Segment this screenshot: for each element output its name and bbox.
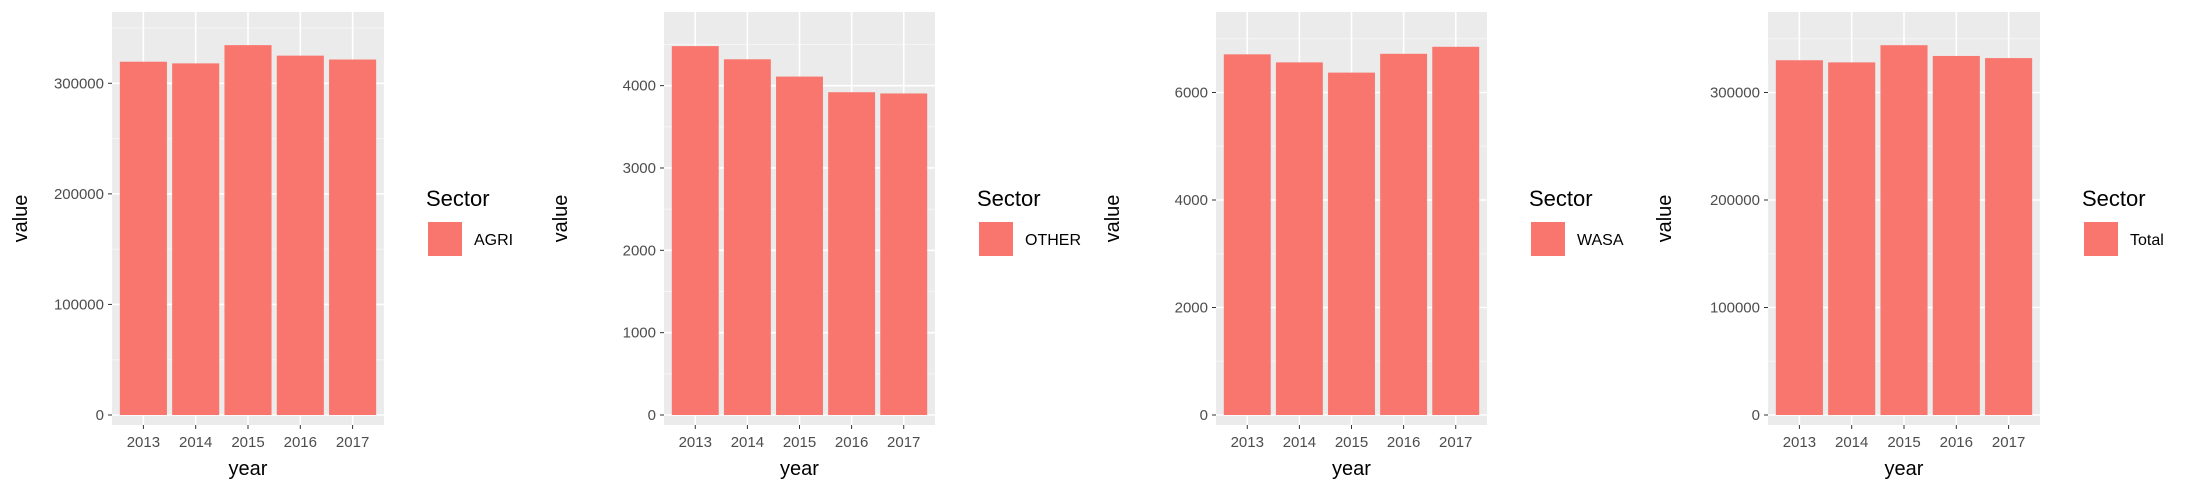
y-tick-label: 6000	[1175, 85, 1208, 102]
x-tick-label: 2013	[679, 434, 712, 451]
y-tick-label: 1000	[623, 325, 656, 342]
bar-2017	[1985, 58, 2033, 415]
bar-2014	[1275, 62, 1323, 416]
x-tick-label: 2015	[783, 434, 816, 451]
y-tick-label: 0	[96, 407, 104, 424]
x-tick-label: 2016	[284, 434, 317, 451]
y-axis-title: value	[1102, 195, 1124, 243]
legend-label: OTHER	[1025, 232, 1081, 249]
bar-2017	[1432, 46, 1480, 415]
legend-title: Sector	[426, 186, 490, 211]
bar-2016	[276, 55, 324, 416]
x-axis-title: year	[780, 458, 819, 480]
bar-2014	[723, 59, 771, 415]
chart-panel-1: 0 100000 200000 300000 2013 2014 2015 2016 2017 y…	[10, 12, 513, 480]
x-tick-label: 2015	[1335, 434, 1368, 451]
y-tick-label: 4000	[1175, 192, 1208, 209]
x-tick-label: 2014	[179, 434, 212, 451]
x-tick-label: 2013	[1231, 434, 1264, 451]
legend-title: Sector	[1529, 186, 1593, 211]
y-tick-label: 200000	[54, 186, 104, 203]
x-tick-label: 2015	[231, 434, 264, 451]
legend-title: Sector	[977, 186, 1041, 211]
y-tick-label: 200000	[1710, 192, 1760, 209]
bar-2017	[329, 59, 377, 416]
x-axis-title: year	[1885, 458, 1924, 480]
chart-panel-2: 0 1000 2000 3000 4000 2013 2014 2015 2016 2017 yea…	[550, 12, 1081, 480]
bar-2013	[1223, 54, 1271, 416]
y-tick-label: 0	[1752, 407, 1760, 424]
legend-key	[1531, 222, 1565, 256]
y-axis-title: value	[10, 195, 32, 243]
x-axis-title: year	[229, 458, 268, 480]
legend-key	[979, 222, 1013, 256]
y-axis-title: value	[1654, 195, 1676, 243]
x-tick-label: 2017	[1439, 434, 1472, 451]
bar-2016	[1380, 53, 1428, 416]
x-tick-label: 2013	[1783, 434, 1816, 451]
y-tick-label: 0	[1200, 407, 1208, 424]
x-tick-label: 2014	[731, 434, 764, 451]
bar-2013	[671, 46, 719, 415]
x-tick-label: 2014	[1283, 434, 1316, 451]
bar-2015	[1880, 45, 1928, 415]
legend-key	[2084, 222, 2118, 256]
bar-2013	[1775, 60, 1823, 415]
x-tick-label: 2016	[1940, 434, 1973, 451]
y-tick-label: 3000	[623, 160, 656, 177]
y-axis-title: value	[550, 195, 572, 243]
x-tick-label: 2017	[336, 434, 369, 451]
bar-2014	[1828, 62, 1876, 416]
bar-2016	[828, 92, 876, 416]
bar-2015	[224, 45, 272, 415]
x-tick-label: 2013	[127, 434, 160, 451]
y-tick-label: 2000	[1175, 300, 1208, 317]
legend-key	[428, 222, 462, 256]
chart-panel-4: 0 100000 200000 300000 2013 2014 2015 2016 2017 y…	[1654, 12, 2164, 480]
x-tick-label: 2017	[1992, 434, 2025, 451]
x-tick-label: 2017	[887, 434, 920, 451]
y-tick-label: 2000	[623, 242, 656, 259]
y-tick-label: 100000	[54, 296, 104, 313]
x-tick-label: 2016	[1387, 434, 1420, 451]
x-tick-label: 2015	[1887, 434, 1920, 451]
bar-2015	[776, 76, 823, 416]
bar-2015	[1328, 72, 1375, 416]
legend-label: Total	[2130, 232, 2164, 249]
x-tick-label: 2014	[1835, 434, 1868, 451]
legend-label: AGRI	[474, 232, 513, 249]
bar-2016	[1932, 55, 1980, 415]
y-tick-label: 4000	[623, 78, 656, 95]
legend-title: Sector	[2082, 186, 2146, 211]
y-tick-label: 0	[648, 407, 656, 424]
y-tick-label: 300000	[1710, 85, 1760, 102]
y-tick-label: 300000	[54, 75, 104, 92]
y-tick-label: 100000	[1710, 300, 1760, 317]
x-axis-title: year	[1332, 458, 1371, 480]
x-tick-label: 2016	[835, 434, 868, 451]
chart-panel-3: 0 2000 4000 6000 2013 2014 2015 2016 2017 year val…	[1102, 12, 1624, 480]
bar-2017	[880, 93, 928, 416]
bar-2013	[119, 61, 167, 416]
bar-2014	[172, 63, 220, 415]
legend-label: WASA	[1577, 232, 1624, 249]
